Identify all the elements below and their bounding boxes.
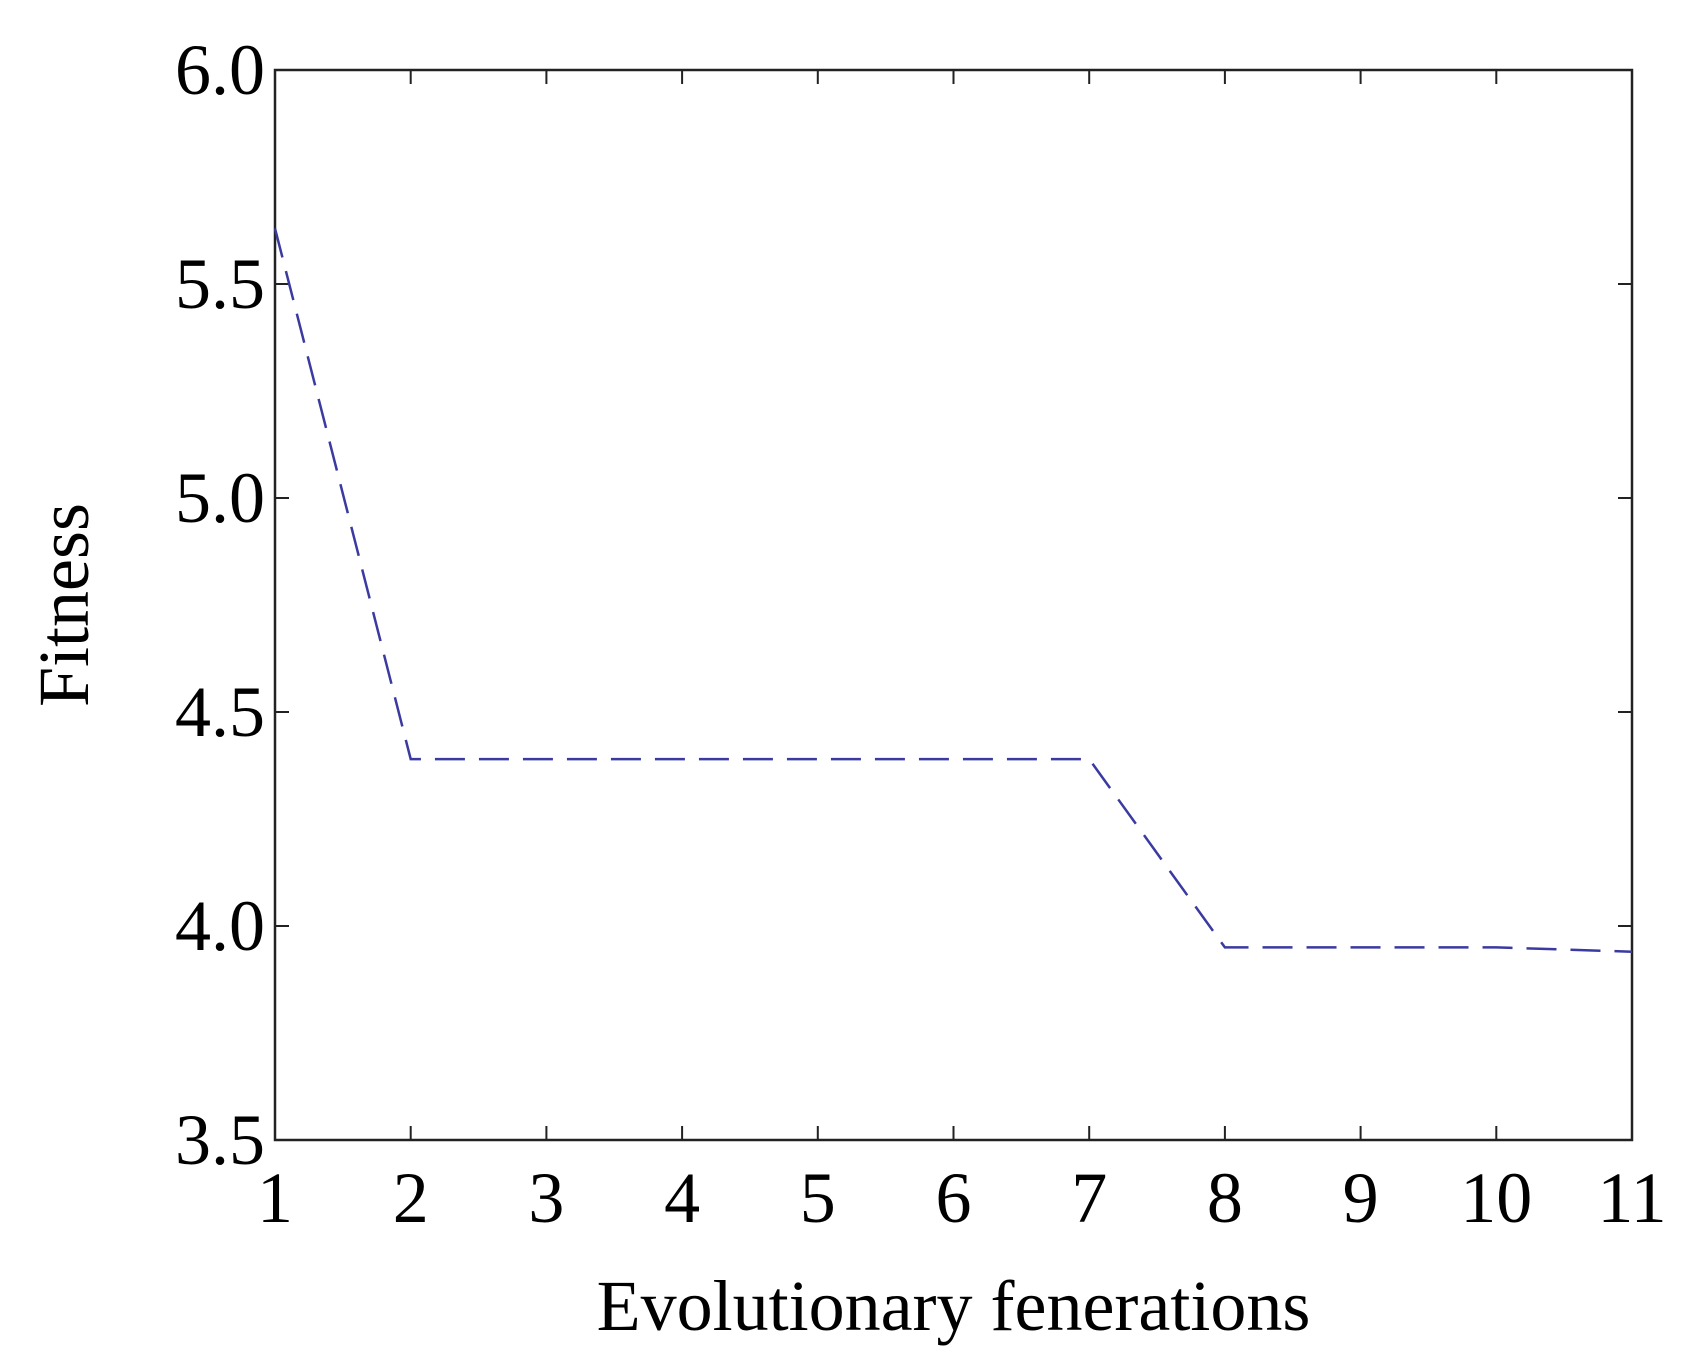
y-axis-label: Fitness: [24, 503, 104, 707]
plot-frame: [275, 70, 1632, 1140]
x-axis-label: Evolutionary fenerations: [597, 1266, 1311, 1346]
x-tick-label: 4: [664, 1158, 700, 1238]
x-axis-ticks: 1 2 3 4 5 6 7 8 9 10 11: [257, 70, 1667, 1238]
y-tick-label: 5.5: [175, 244, 265, 324]
y-tick-label: 6.0: [175, 30, 265, 110]
y-axis-ticks: 3.5 4.0 4.5 5.0 5.5 6.0: [175, 30, 1632, 1180]
series-layer: [275, 228, 1632, 951]
x-tick-label: 2: [393, 1158, 429, 1238]
y-tick-label: 5.0: [175, 458, 265, 538]
series-line: [275, 228, 1632, 951]
x-tick-label: 8: [1207, 1158, 1243, 1238]
y-tick-label: 4.5: [175, 672, 265, 752]
x-tick-label: 11: [1597, 1158, 1666, 1238]
y-tick-label: 4.0: [175, 886, 265, 966]
x-tick-label: 9: [1343, 1158, 1379, 1238]
x-tick-label: 3: [528, 1158, 564, 1238]
plot-border: [275, 70, 1632, 1140]
y-tick-label: 3.5: [175, 1100, 265, 1180]
x-tick-label: 10: [1460, 1158, 1532, 1238]
x-tick-label: 7: [1071, 1158, 1107, 1238]
x-tick-label: 5: [800, 1158, 836, 1238]
x-tick-label: 6: [936, 1158, 972, 1238]
